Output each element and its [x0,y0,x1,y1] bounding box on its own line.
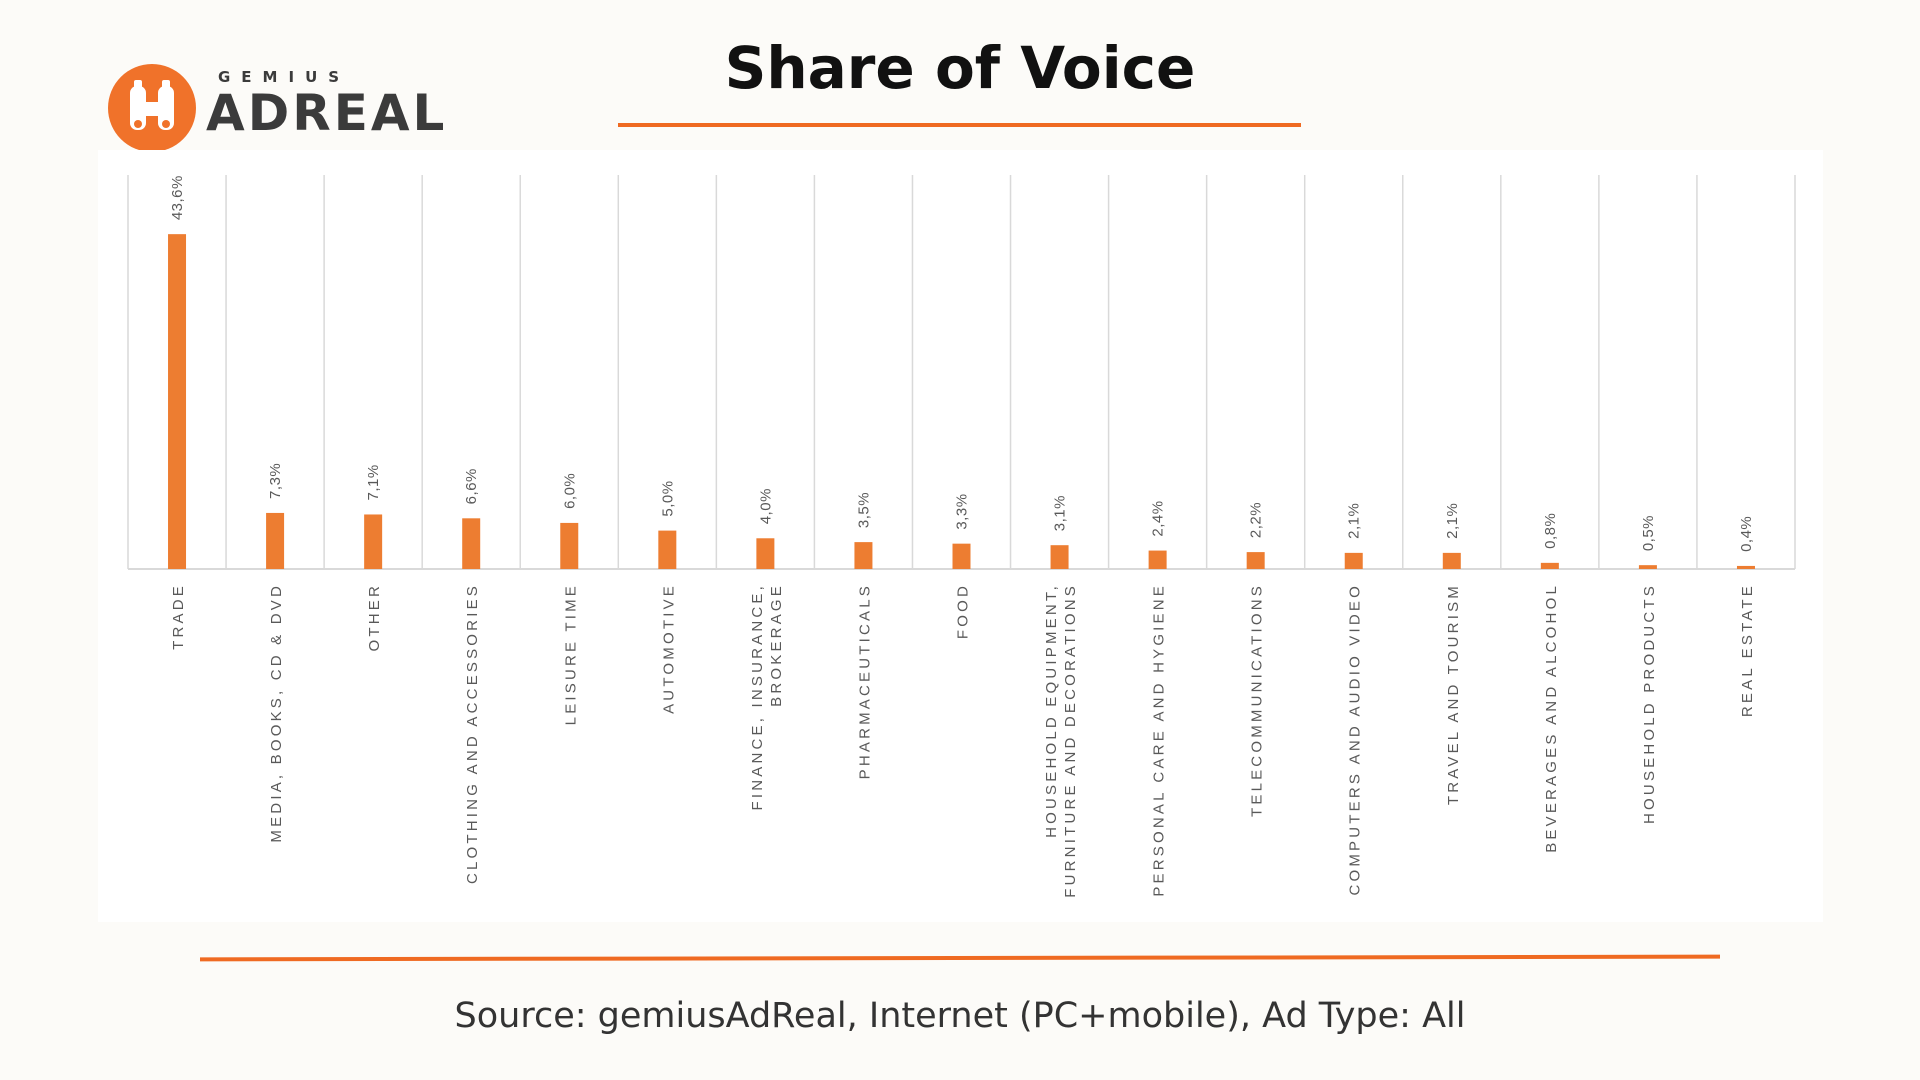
bar [1148,550,1167,569]
bar [1540,562,1559,569]
data-label: 0,5% [1640,515,1657,551]
category-label: FINANCE, INSURANCE, [749,583,766,811]
bar [1736,565,1755,569]
category-label: BEVERAGES AND ALCOHOL [1543,583,1560,853]
share-of-voice-chart: 43,6% TRADE 7,3% MEDIA, BOOKS, CD & DVD 7,1%… [127,175,1796,898]
data-label: 4,0% [757,488,774,524]
data-label: 3,1% [1052,495,1069,531]
binoculars-icon [108,64,196,152]
bar [364,514,383,569]
category-label: COMPUTERS AND AUDIO VIDEO [1347,583,1364,896]
data-label: 7,1% [365,464,382,500]
data-label: 2,4% [1150,500,1167,536]
category-label: AUTOMOTIVE [660,583,677,714]
category-label: MEDIA, BOOKS, CD & DVD [268,583,285,843]
data-label: 3,5% [855,492,872,528]
category-label: LEISURE TIME [562,583,579,725]
category-label: FOOD [955,583,972,639]
category-label: FURNITURE AND DECORATIONS [1062,583,1079,898]
category-label: PHARMACEUTICALS [856,583,873,779]
category-label: TELECOMMUNICATIONS [1249,583,1266,817]
data-label: 6,0% [561,473,578,509]
bar [952,543,971,569]
data-label: 0,4% [1738,516,1755,552]
bar [560,522,579,569]
title-underline [618,123,1301,127]
data-label: 2,1% [1444,503,1461,539]
data-label: 2,2% [1248,502,1265,538]
bar [266,512,285,569]
data-label: 3,3% [954,493,971,529]
logo-main-text: ADREAL [206,84,448,142]
category-label: HOUSEHOLD EQUIPMENT, [1043,583,1060,838]
bar [462,518,481,569]
bar [1638,565,1657,569]
category-label: CLOTHING AND ACCESSORIES [464,583,481,884]
bar [854,542,873,569]
data-label: 0,8% [1542,513,1559,549]
data-label: 43,6% [169,175,186,220]
source-note: Source: gemiusAdReal, Internet (PC+mobil… [454,996,1466,1036]
category-label: REAL ESTATE [1739,583,1756,717]
data-label: 5,0% [659,480,676,516]
bar [1344,552,1363,569]
chart-panel: 43,6% TRADE 7,3% MEDIA, BOOKS, CD & DVD 7,1%… [98,150,1823,922]
category-label: PERSONAL CARE AND HYGIENE [1151,583,1168,897]
bar [1246,552,1265,569]
category-label: OTHER [366,583,383,652]
data-label: 7,3% [267,463,284,499]
bar [1442,552,1461,569]
category-label: TRADE [170,583,187,650]
data-label: 2,1% [1346,503,1363,539]
bar [1050,545,1069,569]
bar [756,538,775,569]
page-title: Share of Voice [724,34,1196,102]
logo-top-text: GEMIUS [218,68,351,86]
category-label: TRAVEL AND TOURISM [1445,583,1462,805]
gemius-adreal-logo: GEMIUS ADREAL [108,64,448,156]
footer-rule [199,954,1721,962]
bar [658,530,677,569]
category-label: HOUSEHOLD PRODUCTS [1641,583,1658,824]
data-label: 6,6% [463,468,480,504]
category-label: BROKERAGE [768,583,785,707]
bar [168,234,187,569]
